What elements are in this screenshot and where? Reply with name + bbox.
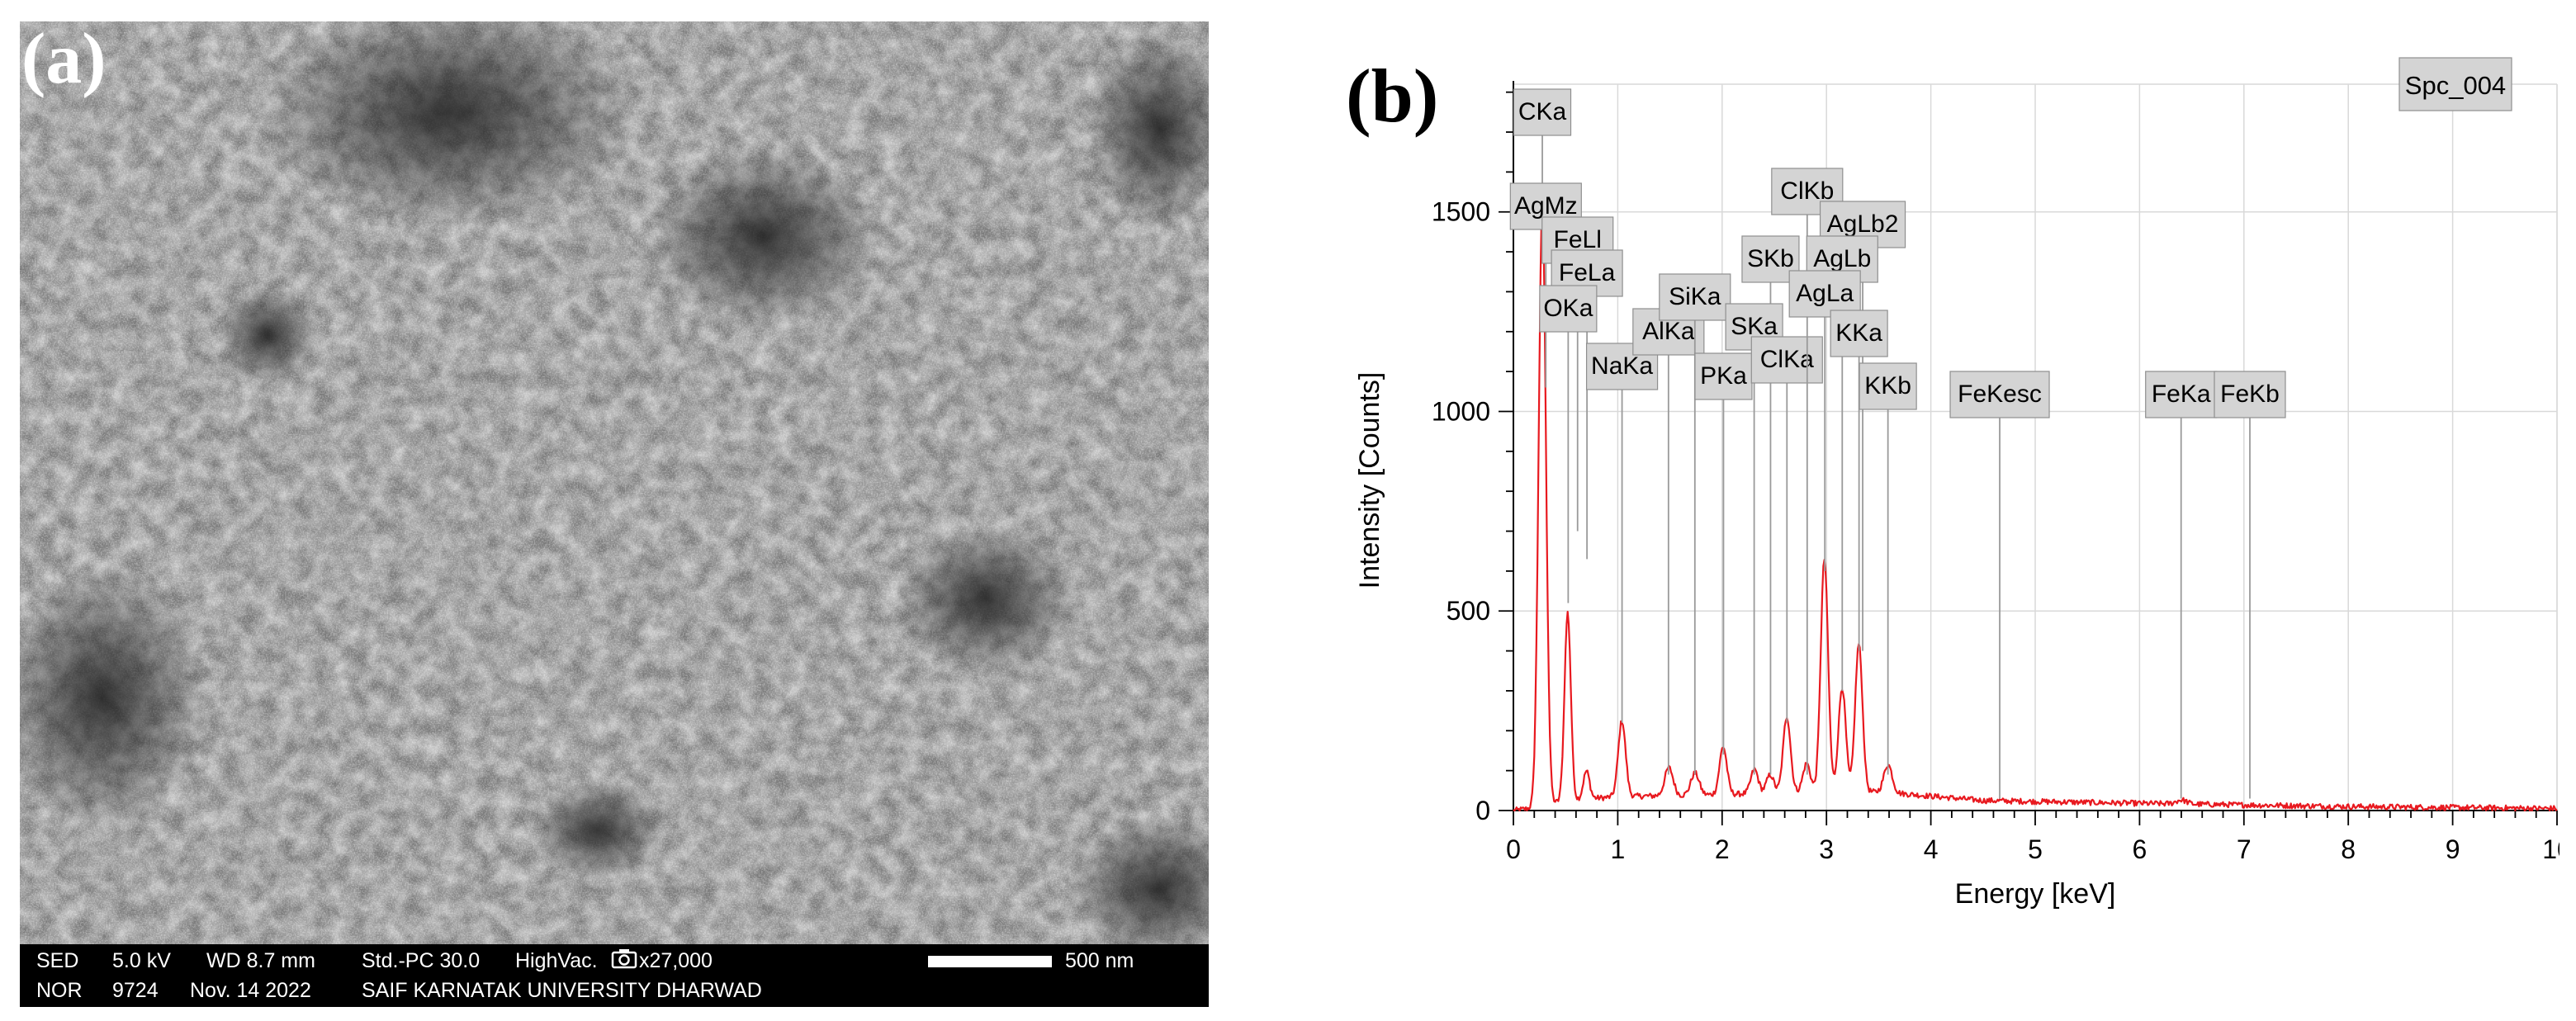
x-axis-label: Energy [keV] [1955, 878, 2116, 910]
peak-label-box [1585, 343, 1659, 390]
peak-label-clka: ClKa [1750, 336, 1823, 723]
x-tick-label: 2 [1715, 834, 1730, 864]
x-tick-label: 5 [2028, 834, 2043, 864]
sem-micrograph [20, 21, 1209, 944]
info-probe-current: Std.-PC 30.0 [362, 949, 481, 972]
panel-a-label: (a) [21, 19, 107, 99]
y-tick-label: 1000 [1432, 396, 1490, 426]
scale-bar-label: 500 nm [1065, 949, 1134, 972]
info-voltage: 5.0 kV [112, 949, 171, 972]
peak-label-text: CKa [1518, 98, 1567, 125]
peak-label-kka: KKa [1830, 310, 1888, 651]
peak-label-box [1750, 336, 1823, 384]
camera-icon [611, 949, 637, 969]
peak-label-feka: FeKa [2145, 371, 2218, 799]
peak-label-sika: SiKa [1659, 273, 1731, 775]
x-tick-label: 1 [1611, 834, 1626, 864]
peak-label-text: ClKa [1760, 346, 1814, 373]
peak-label-box [1949, 371, 2050, 418]
peak-label-text: AgLb2 [1827, 210, 1899, 238]
panel-b-label: (b) [1346, 54, 1439, 138]
info-date: Nov. 14 2022 [190, 979, 311, 1002]
peak-label-text: KKb [1864, 372, 1911, 399]
chart-spectrum-legend: Spc_004 [2398, 57, 2512, 111]
info-image-number: 9724 [112, 979, 159, 1002]
peak-label-oka: OKa [1539, 285, 1598, 603]
peak-label-fekesc: FeKesc [1949, 371, 2050, 799]
peak-label-naka: NaKa [1585, 343, 1659, 723]
peak-label-text: FeKb [2220, 381, 2280, 408]
scale-bar [928, 956, 1052, 967]
peak-label-text: NaKa [1591, 352, 1653, 380]
y-axis-label: Intensity [Counts] [1354, 372, 1385, 589]
peak-label-text: OKa [1543, 295, 1593, 322]
chart-grid [1513, 83, 2558, 811]
peak-label-skb: SKb [1741, 235, 1800, 775]
peak-label-text: AgLb [1813, 245, 1871, 272]
x-tick-label: 7 [2237, 834, 2252, 864]
y-tick-label: 0 [1475, 796, 1490, 825]
chart-series [1513, 208, 2558, 812]
spectrum-line [1513, 208, 2558, 812]
peak-label-text: AgMz [1514, 192, 1578, 220]
x-tick-label: 3 [1819, 834, 1834, 864]
info-magnification: x27,000 [639, 949, 713, 972]
y-tick-label: 500 [1447, 596, 1490, 626]
peak-label-text: SKa [1731, 313, 1778, 340]
sem-info-bar: SED 5.0 kV WD 8.7 mm Std.-PC 30.0 HighVa… [20, 944, 1209, 1007]
info-mode: NOR [36, 979, 83, 1002]
peak-label-box [1539, 285, 1598, 333]
peak-label-box [1788, 270, 1861, 318]
x-tick-label: 10 [2542, 834, 2559, 864]
peak-label-alka: AlKa [1632, 308, 1705, 775]
peak-label-text: FeKa [2152, 381, 2211, 408]
info-institution: SAIF KARNATAK UNIVERSITY DHARWAD [362, 979, 762, 1002]
info-detector: SED [36, 949, 79, 972]
chart-annotations: CKa AgMz FeLl FeLa OKa NaKa AlKa SiKa PKa SKb SKa C… [1509, 88, 2286, 799]
peak-label-text: FeLa [1559, 259, 1616, 286]
peak-label-pka: PKa [1694, 352, 1753, 755]
x-tick-label: 0 [1506, 834, 1521, 864]
x-tick-label: 9 [2446, 834, 2460, 864]
peak-label-box [2214, 371, 2286, 418]
peak-label-fekb: FeKb [2214, 371, 2286, 799]
peak-label-text: AgLa [1796, 280, 1854, 307]
peak-label-agla: AgLa [1788, 270, 1861, 571]
peak-label-text: KKa [1835, 319, 1882, 347]
peak-label-text: ClKb [1780, 177, 1834, 205]
peak-label-text: SKb [1747, 245, 1794, 272]
spectrum-name-text: Spc_004 [2405, 71, 2506, 100]
peak-label-box [1694, 352, 1753, 400]
peak-label-box [2145, 371, 2218, 418]
peak-label-fela: FeLa [1551, 249, 1623, 560]
sem-panel: (a) SED 5.0 kV WD 8.7 mm Std.-PC 30.0 Hi… [0, 0, 1222, 1021]
peak-label-box [1830, 310, 1888, 357]
x-tick-label: 4 [1924, 834, 1939, 864]
spectrum-name-box [2398, 57, 2512, 111]
chart-axes: 0 1 2 3 4 5 6 7 8 9 10 0 500 1000 1500 Energy [keV] Inte… [1354, 81, 2559, 910]
peak-label-kkb: KKb [1859, 362, 1917, 775]
peak-label-box [1513, 88, 1572, 136]
peak-label-text: PKa [1700, 362, 1747, 390]
x-tick-label: 6 [2133, 834, 2147, 864]
y-tick-label: 1500 [1432, 197, 1490, 227]
x-tick-label: 8 [2341, 834, 2356, 864]
eds-spectrum-chart: 0 1 2 3 4 5 6 7 8 9 10 0 500 1000 1500 Energy [keV] Inte… [1354, 57, 2559, 910]
info-working-distance: WD 8.7 mm [206, 949, 315, 972]
peak-label-text: SiKa [1669, 283, 1721, 310]
peak-label-text: FeKesc [1958, 381, 2042, 408]
peak-label-text: FeLl [1554, 226, 1602, 253]
peak-label-box [1859, 362, 1917, 410]
info-vacuum-mode: HighVac. [515, 949, 598, 972]
peak-label-box [1659, 273, 1731, 321]
peak-label-text: AlKa [1642, 318, 1695, 345]
